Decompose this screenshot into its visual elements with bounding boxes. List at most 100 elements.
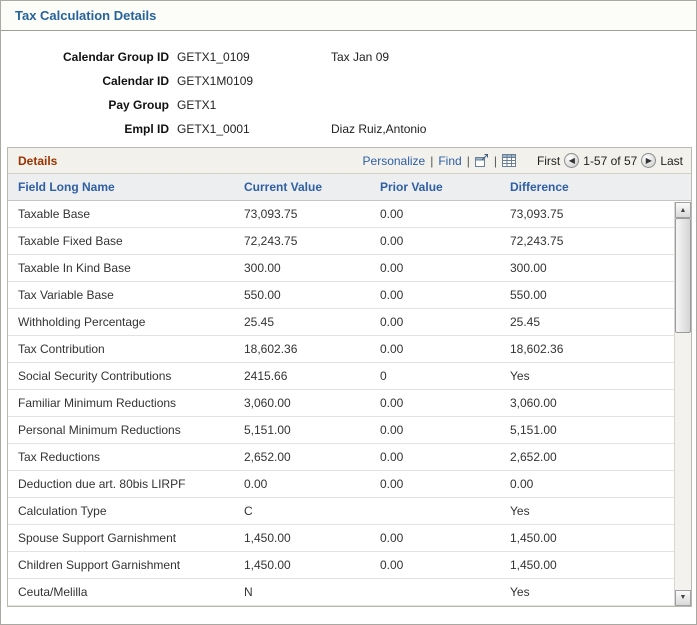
personalize-link[interactable]: Personalize xyxy=(362,153,426,168)
first-link[interactable]: First xyxy=(536,153,561,168)
scroll-up-button[interactable]: ▲ xyxy=(675,202,691,218)
popup-window-icon[interactable] xyxy=(474,154,489,167)
field-value: GETX1_0109 xyxy=(177,50,250,64)
table-row: Tax Contribution 18,602.36 0.00 18,602.36 xyxy=(8,335,691,363)
table-cell: Social Security Contributions xyxy=(8,362,234,390)
table-cell: Tax Contribution xyxy=(8,335,234,363)
up-arrow-icon: ▲ xyxy=(679,206,687,214)
table-cell: 0.00 xyxy=(370,389,500,417)
field-row-pay-group: Pay Group GETX1 xyxy=(1,93,696,117)
header-fields: Calendar Group ID GETX1_0109 Tax Jan 09 … xyxy=(1,31,696,147)
table-cell: 18,602.36 xyxy=(234,335,370,363)
column-header-field-long-name[interactable]: Field Long Name xyxy=(8,174,234,201)
grid-title: Details xyxy=(18,153,58,168)
field-value: GETX1M0109 xyxy=(177,74,254,88)
table-cell: Personal Minimum Reductions xyxy=(8,416,234,444)
table-row: Deduction due art. 80bis LIRPF 0.00 0.00 0.… xyxy=(8,470,691,498)
table-cell: 72,243.75 xyxy=(234,227,370,255)
table-cell: 0.00 xyxy=(370,524,500,552)
table-cell: Taxable In Kind Base xyxy=(8,254,234,282)
grid-pagination: First ◀ 1-57 of 57 ▶ Last xyxy=(537,153,683,168)
table-cell: Taxable Fixed Base xyxy=(8,227,234,255)
details-table-body: Taxable Base 73,093.75 0.00 73,093.75 Taxabl… xyxy=(8,200,691,606)
table-row: Tax Reductions 2,652.00 0.00 2,652.00 xyxy=(8,443,691,471)
last-link[interactable]: Last xyxy=(660,153,683,168)
table-cell: Yes xyxy=(500,362,691,390)
table-cell: 73,093.75 xyxy=(500,200,691,228)
table-cell: N xyxy=(234,578,370,606)
field-label: Calendar Group ID xyxy=(62,50,169,64)
toolbar-separator: | xyxy=(466,153,470,168)
table-cell: 2,652.00 xyxy=(234,443,370,471)
field-label: Empl ID xyxy=(124,122,169,136)
table-cell: 73,093.75 xyxy=(234,200,370,228)
column-header-current-value[interactable]: Current Value xyxy=(234,174,370,201)
field-description: Tax Jan 09 xyxy=(331,50,390,64)
table-cell: 0.00 xyxy=(370,308,500,336)
grid-header-bar: Details Personalize | Find | | xyxy=(8,148,691,174)
table-row: Ceuta/Melilla N Yes xyxy=(8,578,691,606)
table-cell: 2,652.00 xyxy=(500,443,691,471)
table-cell: 300.00 xyxy=(500,254,691,282)
column-header-difference[interactable]: Difference xyxy=(500,174,691,201)
table-cell xyxy=(370,578,500,606)
table-cell: 25.45 xyxy=(234,308,370,336)
table-row: Taxable Fixed Base 72,243.75 0.00 72,243.75 xyxy=(8,227,691,255)
table-row: Children Support Garnishment 1,450.00 0.00… xyxy=(8,551,691,579)
scroll-down-button[interactable]: ▼ xyxy=(675,589,691,606)
table-cell: Yes xyxy=(500,578,691,606)
column-header-prior-value[interactable]: Prior Value xyxy=(370,174,500,201)
table-cell: Tax Reductions xyxy=(8,443,234,471)
table-row: Calculation Type C Yes xyxy=(8,497,691,525)
table-cell: 3,060.00 xyxy=(500,389,691,417)
table-row: Social Security Contributions 2415.66 0 Yes xyxy=(8,362,691,390)
table-cell: 0.00 xyxy=(234,470,370,498)
table-cell: 550.00 xyxy=(500,281,691,309)
field-label: Pay Group xyxy=(108,98,169,112)
table-cell: 0.00 xyxy=(370,470,500,498)
title-bar: Tax Calculation Details xyxy=(1,1,696,31)
field-value: GETX1_0001 xyxy=(177,122,250,136)
table-cell: 0.00 xyxy=(370,281,500,309)
table-row: Spouse Support Garnishment 1,450.00 0.00 1,… xyxy=(8,524,691,552)
table-header-row: Field Long Name Current Value Prior Valu… xyxy=(8,174,691,201)
grid-toolbar: Personalize | Find | | xyxy=(363,153,683,168)
field-row-empl-id: Empl ID GETX1_0001 Diaz Ruiz,Antonio xyxy=(1,117,696,141)
table-cell xyxy=(370,497,500,525)
table-cell: 0.00 xyxy=(500,470,691,498)
table-cell: 0.00 xyxy=(370,254,500,282)
table-cell: 0.00 xyxy=(370,416,500,444)
table-cell: 0.00 xyxy=(370,443,500,471)
down-arrow-icon: ▼ xyxy=(679,594,687,601)
field-label: Calendar ID xyxy=(102,74,169,88)
table-cell: 5,151.00 xyxy=(500,416,691,444)
next-arrow-icon[interactable]: ▶ xyxy=(641,153,657,168)
table-row: Taxable Base 73,093.75 0.00 73,093.75 xyxy=(8,200,691,228)
scrollbar-thumb[interactable] xyxy=(675,218,691,333)
field-description: Diaz Ruiz,Antonio xyxy=(331,122,427,136)
details-table: Field Long Name Current Value Prior Valu… xyxy=(8,174,691,606)
toolbar-separator: | xyxy=(493,153,497,168)
table-cell: 72,243.75 xyxy=(500,227,691,255)
table-row: Tax Variable Base 550.00 0.00 550.00 xyxy=(8,281,691,309)
previous-arrow-icon[interactable]: ◀ xyxy=(564,153,580,168)
table-cell: 0.00 xyxy=(370,200,500,228)
table-cell: 300.00 xyxy=(234,254,370,282)
table-cell: Withholding Percentage xyxy=(8,308,234,336)
table-cell: Children Support Garnishment xyxy=(8,551,234,579)
vertical-scrollbar[interactable]: ▲ ▼ xyxy=(674,202,691,606)
table-cell: Ceuta/Melilla xyxy=(8,578,234,606)
table-cell: Spouse Support Garnishment xyxy=(8,524,234,552)
table-row: Taxable In Kind Base 300.00 0.00 300.00 xyxy=(8,254,691,282)
find-link[interactable]: Find xyxy=(438,153,462,168)
scrollbar-track[interactable] xyxy=(675,218,691,590)
table-cell: Calculation Type xyxy=(8,497,234,525)
table-cell: Tax Variable Base xyxy=(8,281,234,309)
download-grid-icon[interactable] xyxy=(501,154,516,167)
table-cell: C xyxy=(234,497,370,525)
table-cell: 0.00 xyxy=(370,227,500,255)
table-cell: Yes xyxy=(500,497,691,525)
table-cell: Familiar Minimum Reductions xyxy=(8,389,234,417)
table-cell: 550.00 xyxy=(234,281,370,309)
table-cell: 0.00 xyxy=(370,551,500,579)
